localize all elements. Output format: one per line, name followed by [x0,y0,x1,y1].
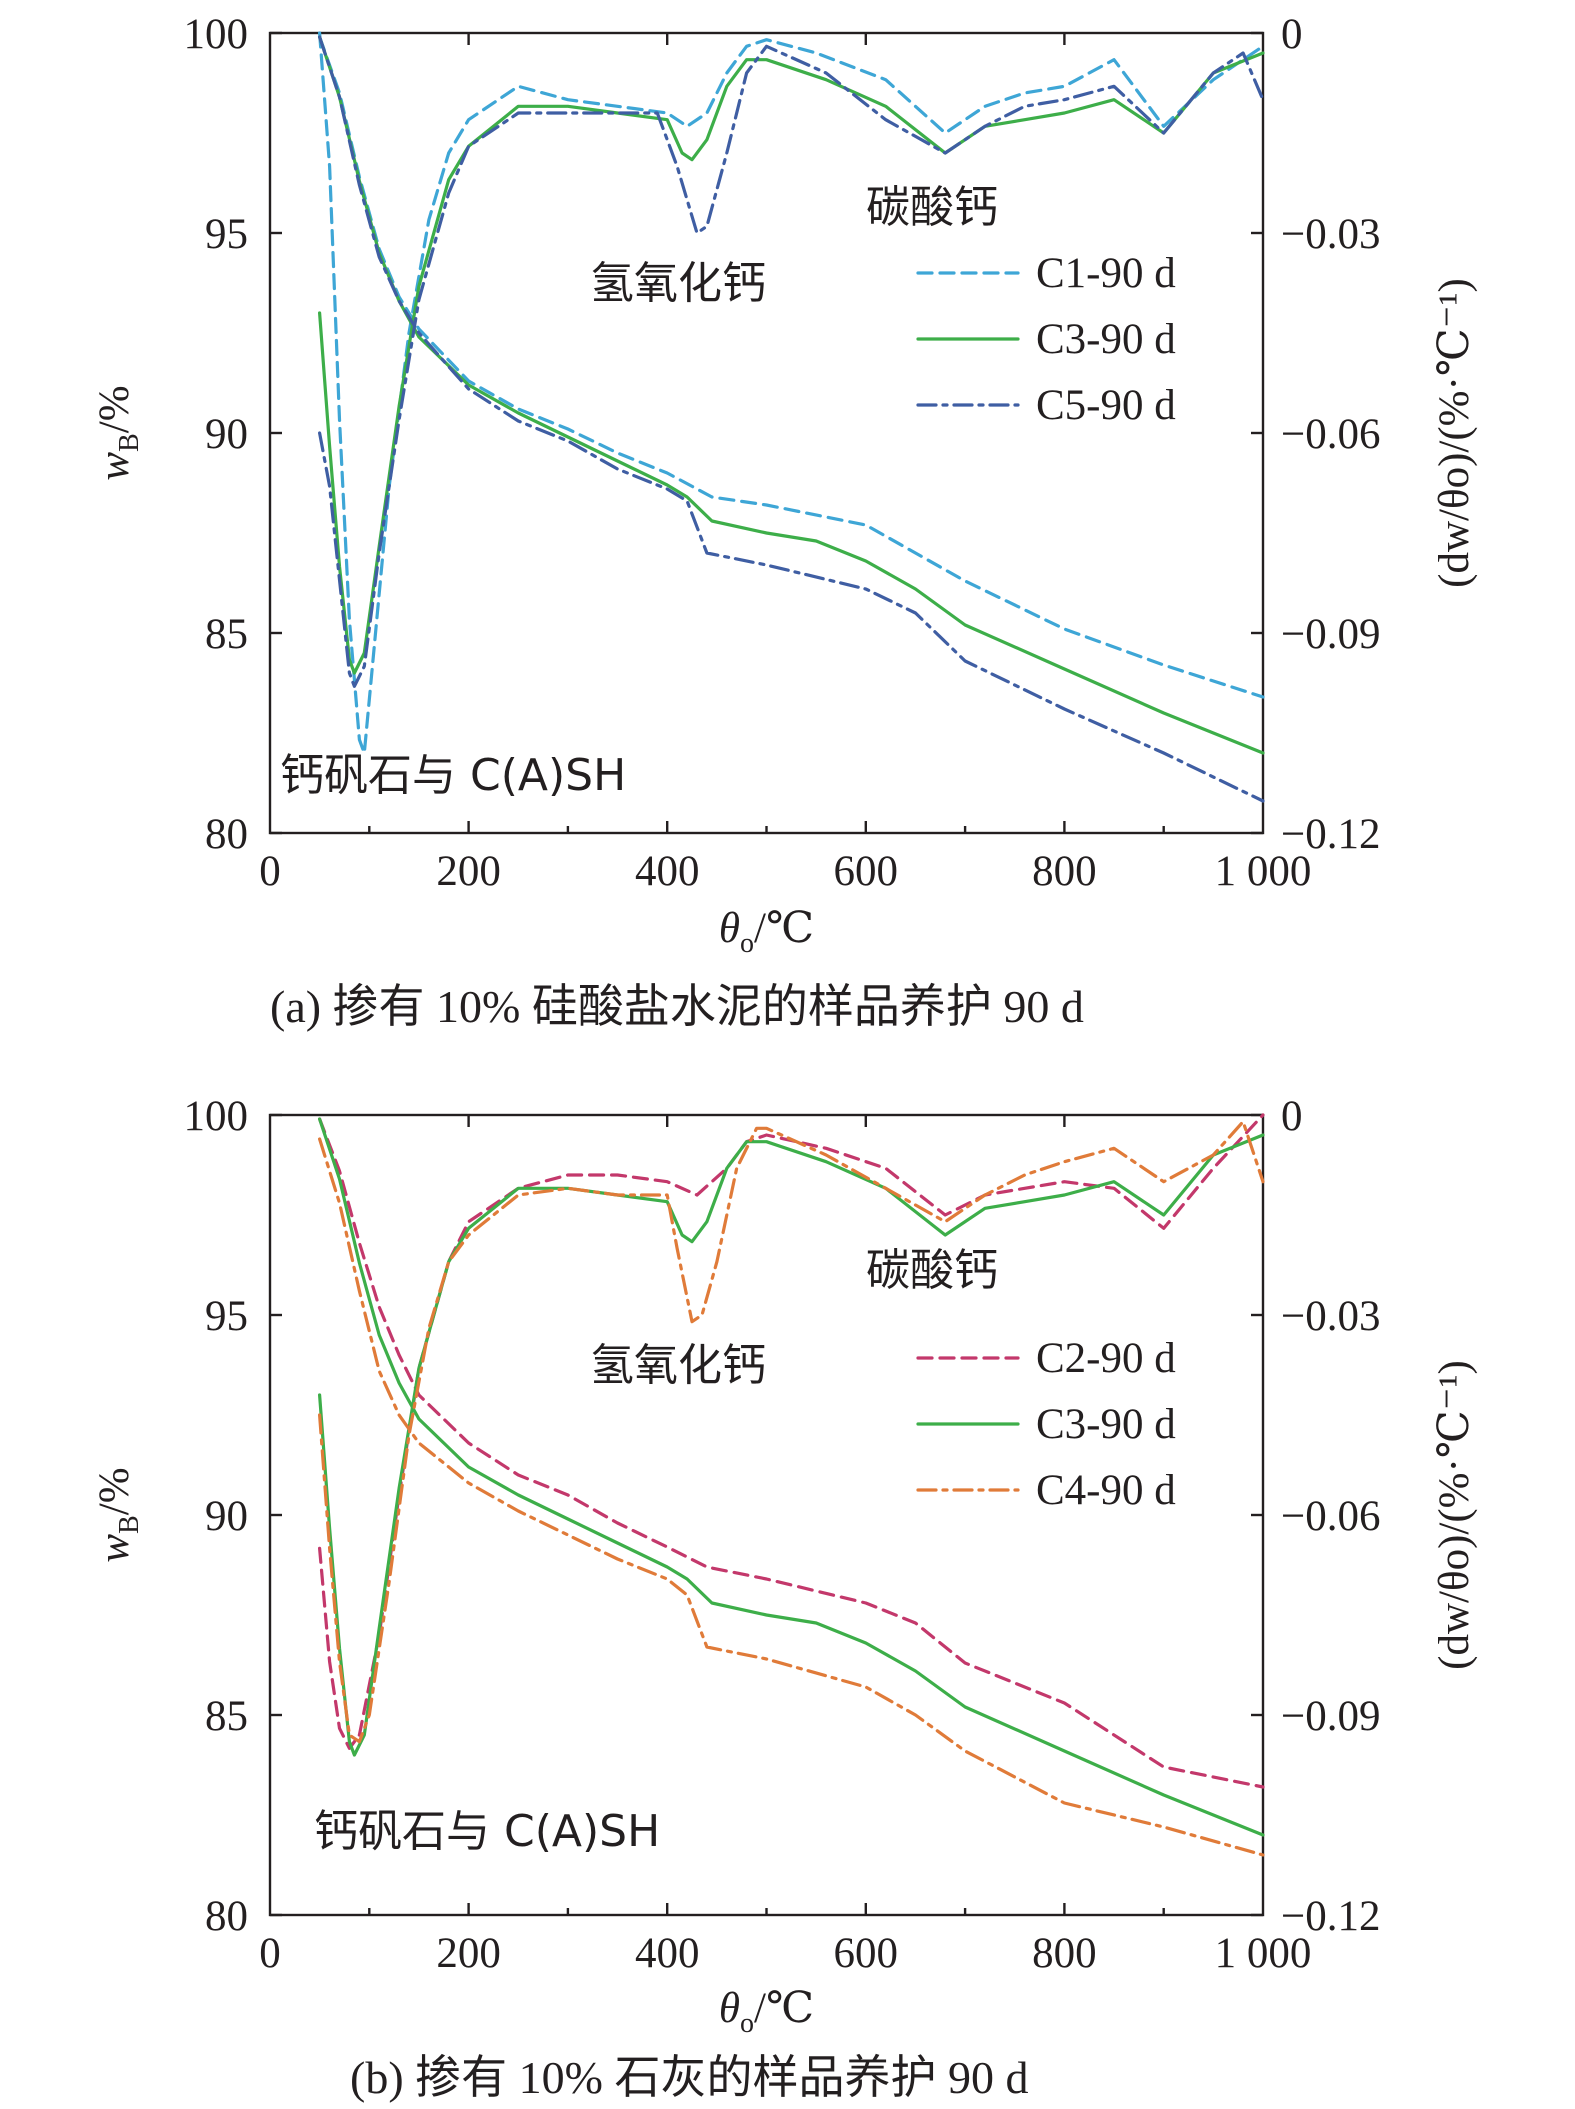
y-right-axis-title: (dw/θo)/(%·℃⁻¹) [1431,1360,1478,1670]
x-tick-label: 0 [259,848,281,895]
y-right-axis-title: (dw/θo)/(%·℃⁻¹) [1431,278,1478,588]
y-right-tick-label: 0 [1281,1093,1303,1140]
dtg-line-c3-90d [318,1133,1265,1757]
legend-label: C2-90 d [1036,1335,1176,1382]
legend-label: C5-90 d [1036,382,1176,429]
y-left-axis-title: wB/% [91,1467,145,1562]
tg-line-c2-90d [318,1117,1265,1789]
y-right-tick-label: −0.06 [1281,1493,1381,1540]
tg-line-c4-90d [318,1137,1265,1857]
y-right-tick-label: −0.09 [1281,1693,1381,1740]
x-axis-title: θo/℃ [719,1985,814,2039]
legend-label: C1-90 d [1036,250,1176,297]
tg-line-c3-90d [318,1117,1265,1837]
x-tick-label: 400 [635,848,700,895]
y-right-tick-label: −0.09 [1281,611,1381,658]
y-left-tick-label: 90 [205,1493,248,1540]
x-tick-label: 200 [436,848,501,895]
x-tick-label: 800 [1032,848,1097,895]
plot-frame [268,31,1265,835]
annotation-calcium-hydroxide: 氢氧化钙 [590,258,766,309]
y-left-tick-label: 80 [205,1893,248,1940]
annotation-ettringite: 钙矾石与 C(A)SH [280,750,626,801]
y-left-tick-label: 95 [205,1293,248,1340]
plot-frame [268,1113,1265,1917]
x-tick-label: 600 [834,1930,899,1977]
legend-label: C4-90 d [1036,1467,1176,1514]
y-left-tick-label: 90 [205,411,248,458]
tg-line-c1-90d [318,35,1265,699]
panel-caption: (b) 掺有 10% 石灰的样品养护 90 d [350,2052,1028,2103]
x-tick-label: 400 [635,1930,700,1977]
x-tick-label: 800 [1032,1930,1097,1977]
annotation-ettringite: 钙矾石与 C(A)SH [314,1806,660,1857]
y-right-tick-label: 0 [1281,11,1303,58]
annotation-calcium-carbonate: 碳酸钙 [866,182,998,233]
dtg-line-c3-90d [318,51,1265,675]
chart-panel-b: 0 200 400 600 800 1 000 80 85 90 95 100 −0.12 −0.09 −… [91,1093,1478,2103]
y-left-tick-label: 95 [205,211,248,258]
y-left-tick-label: 85 [205,611,248,658]
y-right-tick-label: −0.03 [1281,1293,1381,1340]
dtg-line-c5-90d [318,44,1265,688]
dtg-line-c4-90d [318,1120,1265,1744]
x-tick-label: 1 000 [1215,848,1312,895]
y-left-tick-label: 100 [184,11,249,58]
x-axis-title: θo/℃ [719,905,814,959]
legend-label: C3-90 d [1036,316,1176,363]
y-left-tick-label: 100 [184,1093,249,1140]
tg-line-c5-90d [318,35,1265,803]
legend-label: C3-90 d [1036,1401,1176,1448]
y-right-tick-label: −0.03 [1281,211,1381,258]
y-right-tick-label: −0.12 [1281,1893,1381,1940]
x-tick-label: 200 [436,1930,501,1977]
dtg-line-c2-90d [318,1113,1265,1750]
y-left-tick-label: 85 [205,1693,248,1740]
panel-caption: (a) 掺有 10% 硅酸盐水泥的样品养护 90 d [270,981,1084,1032]
x-tick-label: 0 [259,1930,281,1977]
x-tick-label: 600 [834,848,899,895]
y-left-tick-label: 80 [205,811,248,858]
chart-panel-a: 0 200 400 600 800 1 000 80 85 90 95 100 −0.12 −0.09 −… [91,11,1478,1032]
annotation-calcium-hydroxide: 氢氧化钙 [590,1340,766,1391]
y-right-tick-label: −0.06 [1281,411,1381,458]
y-right-tick-label: −0.12 [1281,811,1381,858]
x-tick-label: 1 000 [1215,1930,1312,1977]
y-left-axis-title: wB/% [91,385,145,480]
annotation-calcium-carbonate: 碳酸钙 [866,1245,998,1296]
